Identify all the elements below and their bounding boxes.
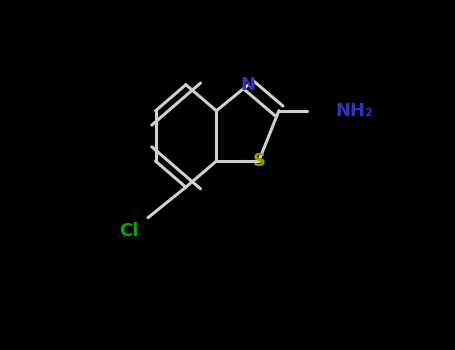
Text: NH₂: NH₂ — [335, 102, 373, 120]
Text: S: S — [252, 152, 265, 170]
Text: N: N — [241, 76, 256, 94]
Text: Cl: Cl — [119, 222, 138, 239]
